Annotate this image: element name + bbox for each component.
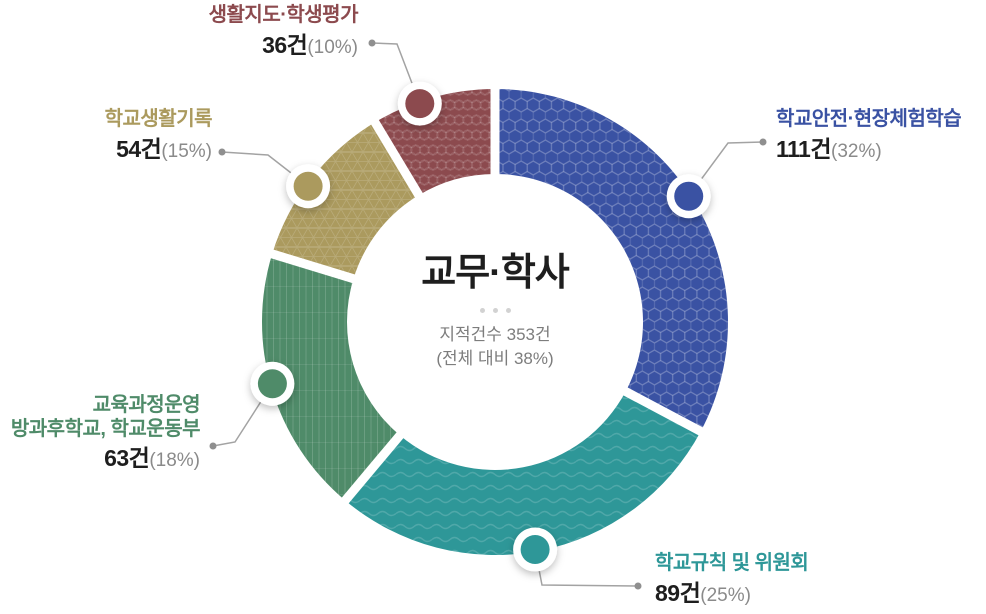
callout-safety: 학교안전·현장체험학습 111건(32%) bbox=[776, 108, 962, 163]
marker-dot-icon bbox=[405, 89, 435, 119]
leader-dot-icon bbox=[218, 148, 226, 156]
callout-category: 학교규칙 및 위원회 bbox=[655, 552, 809, 574]
total-count-text: 지적건수 353건 bbox=[439, 324, 551, 344]
total-share-text: (전체 대비 38%) bbox=[436, 349, 554, 369]
callout-percent: (25%) bbox=[700, 584, 751, 606]
donut-segment-texture-3 bbox=[272, 122, 419, 279]
callout-curriculum: 교육과정운영 방과후학교, 학교운동부 63건(18%) bbox=[10, 394, 201, 472]
callout-percent: (18%) bbox=[149, 450, 200, 472]
callout-records: 학교생활기록 54건(15%) bbox=[104, 108, 213, 163]
donut-segment-texture-0 bbox=[495, 89, 729, 432]
separator-dots-icon bbox=[345, 307, 645, 313]
segment-gap-1 bbox=[616, 383, 710, 440]
segment-gap-4 bbox=[367, 113, 427, 205]
leader-line-0 bbox=[688, 141, 764, 197]
leader-dot-icon bbox=[209, 442, 217, 450]
marker-dot-icon bbox=[520, 534, 550, 564]
callout-value: 63건(18%) bbox=[11, 446, 200, 472]
callout-category: 생활지도·학생평가 bbox=[208, 4, 359, 26]
callout-rules: 학교규칙 및 위원회 89건(25%) bbox=[655, 552, 809, 607]
donut-segment-texture-1 bbox=[345, 391, 701, 555]
callout-value: 89건(25%) bbox=[655, 579, 808, 607]
chart-title: 교무·학사 bbox=[421, 252, 570, 294]
callout-category: 학교생활기록 bbox=[104, 108, 213, 130]
donut-segment-texture-2 bbox=[262, 253, 400, 501]
callout-count: 54건 bbox=[116, 135, 162, 162]
callout-count: 63건 bbox=[104, 445, 150, 472]
donut-center: 교무·학사 지적건수 353건 (전체 대비 38%) bbox=[345, 252, 645, 372]
marker-dot-icon bbox=[257, 369, 287, 399]
chart-subtitle: 지적건수 353건 (전체 대비 38%) bbox=[345, 323, 645, 372]
callout-percent: (32%) bbox=[831, 140, 882, 162]
callout-category: 교육과정운영 방과후학교, 학교운동부 bbox=[10, 394, 201, 440]
marker-dot-icon bbox=[674, 181, 704, 211]
callout-value: 36건(10%) bbox=[209, 31, 358, 59]
leader-line-2 bbox=[212, 383, 274, 447]
marker-dot-icon bbox=[293, 171, 323, 201]
callout-category: 학교안전·현장체험학습 bbox=[776, 108, 962, 130]
callout-count: 36건 bbox=[262, 31, 308, 58]
leader-dot-icon bbox=[634, 582, 642, 590]
callout-value: 54건(15%) bbox=[105, 135, 212, 163]
leader-dot-icon bbox=[759, 138, 767, 146]
callout-percent: (15%) bbox=[161, 140, 212, 162]
leader-dot-icon bbox=[368, 39, 376, 47]
segment-gap-3 bbox=[263, 247, 363, 286]
callout-value: 111건(32%) bbox=[776, 135, 961, 163]
callout-count: 89건 bbox=[655, 579, 701, 606]
callout-count: 111건 bbox=[776, 135, 832, 162]
segment-gap-2 bbox=[336, 426, 409, 510]
callout-guidance: 생활지도·학생평가 36건(10%) bbox=[208, 4, 359, 59]
callout-percent: (10%) bbox=[307, 36, 358, 58]
